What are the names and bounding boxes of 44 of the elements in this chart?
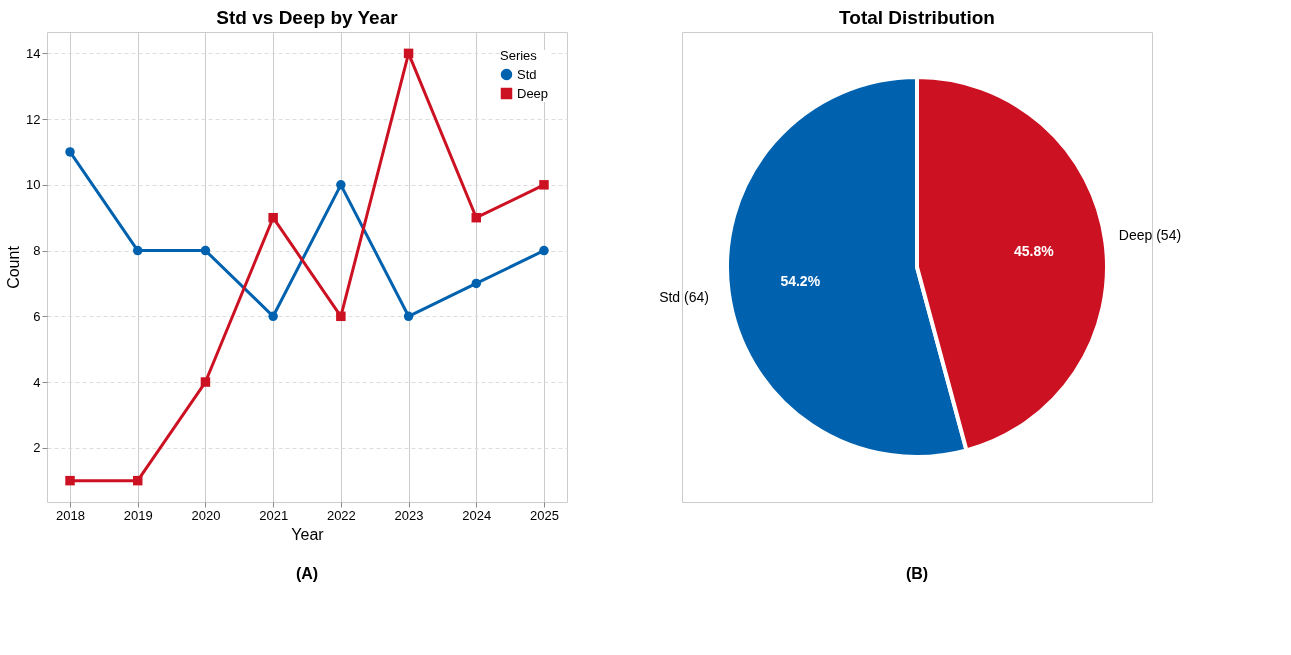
point bbox=[539, 245, 549, 256]
x-tick-label: 2020 bbox=[191, 507, 221, 523]
chart-title: Total Distribution bbox=[839, 7, 995, 28]
y-axis-title: Count bbox=[5, 245, 23, 289]
point bbox=[268, 311, 278, 322]
x-tick-label: 2021 bbox=[259, 507, 289, 523]
point bbox=[268, 212, 278, 223]
text: (B) bbox=[905, 565, 929, 582]
point bbox=[403, 48, 414, 59]
point bbox=[336, 311, 346, 322]
point bbox=[65, 147, 75, 157]
x-tick-label: 2024 bbox=[462, 507, 492, 523]
chart-title: Std vs Deep by Year bbox=[216, 7, 399, 28]
point bbox=[200, 377, 211, 387]
text: (A) bbox=[295, 565, 319, 582]
legend-title: Series bbox=[500, 48, 538, 63]
y-tick-label: 10 bbox=[26, 177, 41, 193]
slice-label: Std (64) bbox=[659, 288, 709, 305]
data-label: 45.8% bbox=[1013, 242, 1055, 259]
point bbox=[336, 180, 346, 190]
y-tick-label: 12 bbox=[26, 111, 41, 127]
legend-label: Deep bbox=[517, 85, 549, 101]
legend-label: Std bbox=[517, 66, 537, 82]
point bbox=[132, 475, 143, 486]
point bbox=[200, 245, 211, 256]
x-axis-title: Year bbox=[291, 525, 325, 543]
data-label: 54.2% bbox=[780, 273, 821, 290]
point bbox=[403, 311, 414, 322]
point bbox=[539, 180, 549, 190]
y-tick-label: 2 bbox=[33, 440, 41, 456]
x-tick-label: 2019 bbox=[123, 507, 153, 523]
x-tick-label: 2025 bbox=[530, 507, 559, 523]
x-tick-label: 2018 bbox=[56, 507, 85, 523]
point bbox=[132, 245, 143, 256]
point bbox=[471, 212, 482, 223]
x-tick-label: 2022 bbox=[326, 507, 356, 523]
point bbox=[65, 475, 75, 486]
y-tick-label: 8 bbox=[33, 243, 41, 259]
y-tick-label: 6 bbox=[33, 308, 41, 324]
x-tick-label: 2023 bbox=[394, 507, 424, 523]
point bbox=[471, 278, 482, 289]
y-tick-label: 4 bbox=[33, 374, 41, 390]
y-tick-label: 14 bbox=[26, 45, 41, 61]
slice-label: Deep (54) bbox=[1118, 227, 1182, 244]
